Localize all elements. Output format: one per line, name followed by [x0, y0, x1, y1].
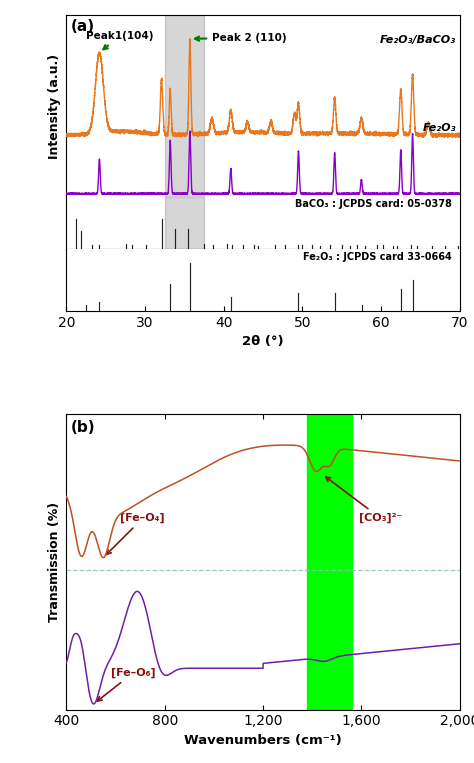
- Text: Peak 2 (110): Peak 2 (110): [195, 33, 287, 43]
- Text: Fe₂O₃ : JCPDS card 33-0664: Fe₂O₃ : JCPDS card 33-0664: [303, 252, 452, 262]
- Text: [Fe–O₆]: [Fe–O₆]: [97, 668, 155, 701]
- Bar: [307, 414, 352, 710]
- Text: (a): (a): [71, 19, 95, 34]
- X-axis label: Wavenumbers (cm⁻¹): Wavenumbers (cm⁻¹): [184, 734, 342, 747]
- Text: Peak1(104): Peak1(104): [86, 31, 154, 50]
- Bar: [164, 197, 204, 249]
- Text: (b): (b): [71, 420, 96, 435]
- Bar: [164, 15, 204, 197]
- Text: [CO₃]²⁻: [CO₃]²⁻: [326, 477, 402, 523]
- Text: BaCO₃ : JCPDS card: 05-0378: BaCO₃ : JCPDS card: 05-0378: [295, 199, 452, 209]
- Y-axis label: Intensity (a.u.): Intensity (a.u.): [48, 53, 61, 159]
- Text: Fe₂O₃: Fe₂O₃: [422, 123, 456, 133]
- Y-axis label: Transmission (%): Transmission (%): [48, 502, 61, 622]
- X-axis label: 2θ (°): 2θ (°): [242, 335, 284, 348]
- Text: Fe₂O₃/BaCO₃: Fe₂O₃/BaCO₃: [380, 35, 456, 45]
- Text: [Fe–O₄]: [Fe–O₄]: [107, 513, 165, 555]
